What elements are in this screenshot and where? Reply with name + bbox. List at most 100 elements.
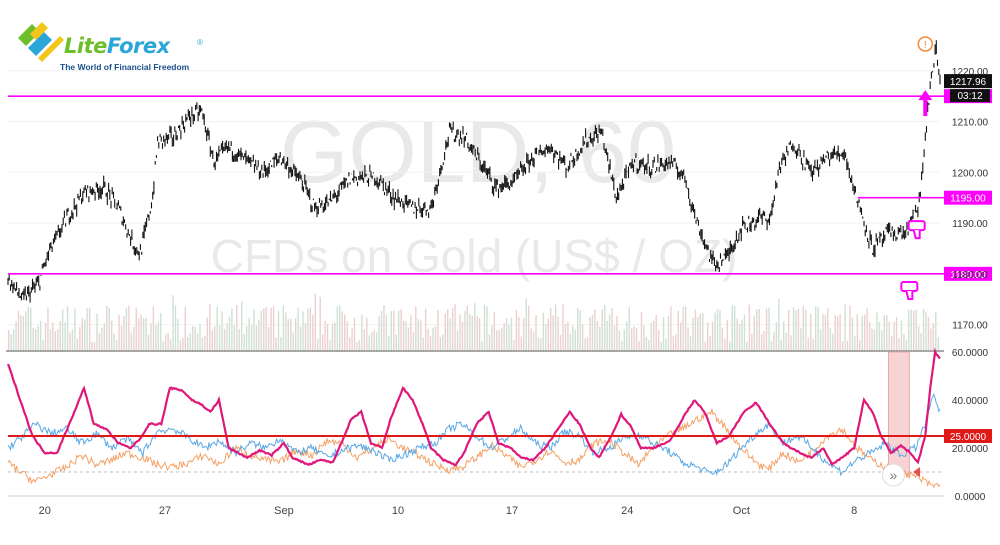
volume-bar	[329, 340, 331, 350]
volume-bar	[503, 322, 505, 350]
threshold-label-bg	[944, 429, 992, 443]
time-tick-label: 10	[392, 505, 404, 517]
volume-bar	[586, 337, 589, 350]
volume-bar	[802, 305, 805, 350]
volume-bar	[871, 328, 873, 350]
volume-bar	[25, 311, 27, 350]
volume-bar	[719, 310, 721, 350]
volume-bar	[91, 341, 93, 350]
volume-bar	[307, 309, 309, 350]
volume-bar	[711, 321, 714, 350]
time-axis: 20 27 Sep 10 17 24 Oct 8	[8, 495, 944, 517]
volume-bar	[505, 318, 508, 350]
volume-bar	[927, 316, 930, 350]
volume-bar	[932, 323, 935, 350]
volume-bar	[866, 308, 868, 350]
volume-bar	[174, 305, 177, 350]
volume-bar	[297, 307, 299, 350]
liteforex-logo	[14, 14, 224, 74]
volume-bar	[267, 326, 270, 350]
volume-bar	[385, 314, 388, 350]
volume-bar	[57, 329, 59, 350]
volume-bar	[167, 333, 169, 350]
volume-bar	[449, 318, 451, 350]
volume-bar	[527, 305, 530, 350]
volume-bar	[665, 338, 667, 350]
volume-bar	[221, 311, 223, 350]
volume-bar	[339, 305, 341, 350]
volume-bar	[579, 310, 581, 350]
volume-bar	[120, 325, 123, 350]
fast-forward-icon[interactable]	[881, 463, 905, 487]
volume-bar	[471, 315, 473, 350]
volume-bar	[54, 331, 56, 350]
volume-bar	[775, 322, 778, 350]
volume-bar	[746, 341, 748, 350]
volume-bar	[201, 337, 204, 350]
volume-bar	[145, 317, 147, 350]
volume-bar	[633, 326, 635, 350]
volume-bar	[493, 312, 496, 350]
volume-bar	[317, 339, 319, 350]
time-tick-label: Oct	[733, 505, 750, 517]
volume-bar	[814, 306, 817, 350]
volume-bar	[716, 309, 719, 350]
volume-bar	[84, 319, 86, 350]
volume-bar	[228, 316, 231, 350]
volume-bar	[832, 333, 834, 350]
volume-bar	[22, 316, 25, 350]
volume-bar	[415, 306, 417, 350]
thumb-down-marker-1180[interactable]	[900, 281, 919, 300]
volume-bar	[191, 325, 194, 350]
alert-icon[interactable]	[917, 36, 934, 52]
volume-bar	[574, 329, 576, 350]
volume-bar	[358, 340, 361, 350]
volume-bar	[204, 335, 206, 350]
volume-bar	[255, 325, 258, 350]
last-price-tag	[944, 74, 992, 89]
volume-bar	[218, 325, 221, 350]
volume-bar	[513, 339, 515, 350]
volume-bar	[169, 339, 172, 350]
volume-bar	[530, 328, 532, 350]
volume-bar	[689, 336, 692, 350]
volume-bar	[760, 334, 763, 350]
volume-bar	[326, 323, 329, 350]
volume-bar	[807, 337, 809, 350]
volume-bar	[184, 307, 186, 350]
volume-bar	[824, 315, 827, 350]
volume-bar	[44, 322, 47, 350]
volume-bar	[917, 326, 920, 350]
volume-bar	[233, 325, 236, 350]
volume-bar	[905, 339, 908, 350]
volume-bar	[630, 328, 633, 350]
time-tick-label: Sep	[274, 505, 294, 517]
volume-bar	[370, 332, 373, 350]
volume-bar	[393, 310, 395, 350]
volume-bar	[187, 336, 189, 350]
volume-bar	[469, 314, 471, 350]
volume-bar	[810, 313, 812, 350]
volume-bar	[873, 329, 876, 350]
volume-bar	[900, 320, 903, 350]
volume-bar	[540, 338, 542, 350]
volume-bar	[61, 309, 64, 350]
volume-bar	[302, 311, 304, 350]
volume-bar	[324, 320, 326, 350]
volume-bar	[881, 329, 883, 350]
volume-bar	[805, 309, 807, 350]
volume-bar	[765, 308, 768, 350]
volume-bar	[623, 329, 626, 350]
volume-bar	[795, 310, 797, 350]
thumb-down-marker-1195[interactable]	[907, 220, 926, 240]
volume-bar	[554, 304, 557, 350]
volume-bar	[657, 330, 660, 350]
volume-bar	[751, 333, 753, 350]
volume-bar	[390, 310, 393, 350]
volume-bar	[753, 316, 755, 350]
volume-bar	[420, 320, 422, 350]
volume-bar	[498, 329, 500, 350]
volume-bar	[594, 309, 596, 350]
volume-bar	[209, 304, 211, 350]
indicator-axis: 0.0000 20.0000 40.0000 60.0000 25.0000	[944, 348, 992, 503]
